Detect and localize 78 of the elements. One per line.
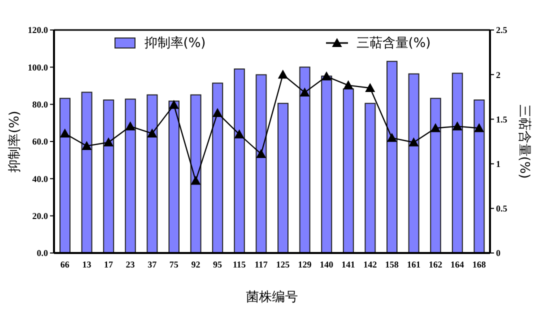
x-tick-label: 142 [363, 259, 378, 270]
x-tick-label: 13 [82, 259, 92, 270]
point [386, 132, 397, 142]
x-tick-label: 161 [406, 259, 421, 270]
y2-tick-label: 1 [496, 158, 501, 169]
x-tick-label: 66 [60, 259, 70, 270]
point [278, 70, 288, 79]
y-tick-label: 0.0 [36, 248, 48, 258]
x-tick-label: 95 [213, 259, 222, 270]
x-axis-title: 菌株编号 [246, 290, 298, 305]
bar [430, 98, 442, 253]
bar [234, 68, 245, 253]
legend-label: 抑制率(%) [144, 35, 206, 52]
point [322, 71, 332, 80]
point [212, 108, 222, 117]
x-tick-label: 129 [298, 259, 312, 270]
x-tick-label: 164 [450, 259, 465, 270]
point [147, 128, 158, 138]
y-tick-label: 80.0 [32, 100, 48, 110]
y2-tick-label: 0.5 [496, 204, 508, 214]
x-tick-label: 75 [169, 259, 179, 270]
point [168, 100, 179, 109]
x-tick-label: 92 [191, 259, 201, 270]
bar [212, 82, 224, 253]
point [104, 137, 114, 146]
y-axis-title: 抑制率(%) [6, 110, 23, 172]
y-tick-label: 120.0 [28, 25, 48, 36]
bar [256, 74, 267, 253]
x-tick-label: 117 [254, 259, 268, 270]
point [125, 121, 136, 130]
point [256, 148, 266, 158]
bar [452, 72, 463, 253]
x-tick-label: 115 [232, 259, 246, 270]
bar [146, 94, 158, 253]
bar [103, 100, 114, 253]
point [82, 140, 92, 150]
y-tick-label: 40.0 [32, 174, 48, 184]
y2-tick-label: 0 [496, 248, 501, 258]
y2-tick-label: 1.5 [496, 114, 508, 124]
x-tick-label: 168 [472, 259, 486, 270]
point [430, 123, 440, 132]
bar [408, 73, 420, 253]
bar [321, 76, 332, 253]
x-tick-label: 37 [148, 259, 158, 270]
point [365, 82, 376, 92]
x-tick-label: 23 [126, 259, 136, 270]
bar [190, 94, 202, 253]
bar [168, 100, 180, 253]
bar [342, 88, 354, 253]
bar [81, 92, 92, 253]
x-tick-label: 141 [342, 259, 356, 270]
point [190, 176, 201, 185]
legend-label: 三萜含量(%) [356, 35, 431, 52]
y-tick-label: 20.0 [32, 211, 48, 222]
point [234, 129, 244, 138]
y-tick-label: 100.0 [28, 62, 48, 72]
point [408, 137, 419, 146]
bar [386, 60, 398, 253]
y-tick-label: 60.0 [32, 136, 48, 147]
x-tick-label: 140 [320, 259, 334, 270]
x-tick-label: 162 [428, 259, 443, 270]
point [474, 123, 484, 132]
bar [474, 100, 485, 253]
y2-tick-label: 2 [496, 70, 501, 80]
x-tick-label: 125 [276, 259, 290, 270]
point [452, 121, 462, 130]
point [343, 80, 354, 90]
x-tick-label: 158 [385, 259, 400, 270]
bar [299, 66, 310, 253]
x-tick-label: 17 [104, 259, 114, 270]
y2-axis-title: 三萜含量(%) [516, 104, 532, 179]
bar [364, 102, 376, 253]
bar [278, 102, 288, 253]
point [60, 128, 70, 138]
point [300, 87, 310, 96]
bar [60, 98, 70, 253]
bar [124, 98, 136, 253]
y2-tick-label: 2.5 [496, 25, 508, 36]
